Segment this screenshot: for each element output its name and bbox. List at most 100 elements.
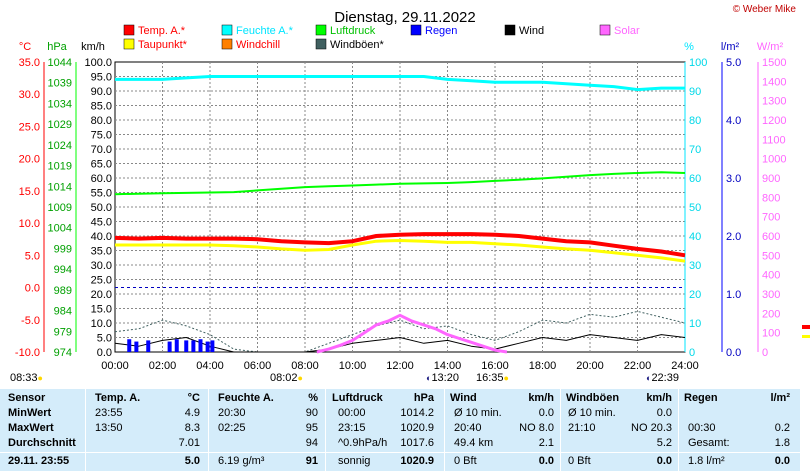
x-tick-label: 22:00	[624, 360, 652, 372]
chart-legend: Temp. A.* Feuchte A.* Luftdruck Regen Wind So…	[123, 24, 810, 338]
legend-label: Regen	[425, 25, 457, 37]
legend-label: Solar	[614, 25, 640, 37]
table-header: l/m²	[770, 392, 790, 404]
table-cell: 0.2	[774, 422, 790, 434]
legend-swatch	[315, 38, 327, 50]
pressure-tick-label: 1034	[48, 98, 72, 110]
x-tick-label: 08:00	[291, 360, 319, 372]
series-line-wind	[114, 334, 686, 353]
moonset-icon: ◐22:39	[646, 372, 679, 384]
marker-label: 08:02	[270, 372, 298, 384]
solar-tick-label: 1500	[762, 57, 786, 69]
wind-tick-label: 65.0	[91, 159, 112, 171]
chart-grid	[114, 61, 686, 353]
wind-tick-label: 90.0	[91, 86, 112, 98]
wind-tick-label: 60.0	[91, 173, 112, 185]
axis-unit-label: °C	[19, 41, 31, 53]
solar-tick-label: 1200	[762, 115, 786, 127]
wind-tick-label: 95.0	[91, 72, 112, 84]
table-cell: 02:25	[218, 422, 246, 434]
table-row-label: 29.11. 23:55	[8, 455, 70, 467]
temp-tick-label: 25.0	[19, 121, 40, 133]
legend-label: Temp. A.*	[138, 25, 186, 37]
rain-bar	[191, 340, 196, 352]
table-cell: 8.3	[184, 422, 200, 434]
series-line-tempa	[114, 232, 686, 258]
rain-bar	[127, 339, 132, 352]
pressure-tick-label: 984	[54, 306, 72, 318]
table-cell: 1.8	[774, 437, 790, 449]
table-cell: 23:15	[338, 422, 366, 434]
chart-axes: 00:00 02:00 04:00 06:00 08:00 10:00 12:00 14:00…	[15, 41, 787, 372]
table-cell: sonnig	[338, 455, 371, 467]
table-cell: 00:30	[688, 422, 716, 434]
solar-tick-label: 100	[762, 328, 780, 340]
axis-unit-label: km/h	[81, 41, 105, 53]
table-header: Luftdruck	[332, 392, 383, 404]
solar-tick-label: 1400	[762, 76, 786, 88]
table-cell: 6.19 g/m³	[218, 455, 265, 467]
table-cell: 49.4 km	[454, 437, 494, 449]
solar-tick-label: 1300	[762, 96, 786, 108]
table-cell: Gesamt:	[688, 437, 730, 449]
table-cell: 1017.6	[400, 437, 434, 449]
table-header: Feuchte A.	[218, 392, 274, 404]
table-divider	[560, 389, 561, 471]
series-line-feuchtea	[115, 75, 685, 92]
table-header: Wind	[450, 392, 477, 404]
temp-tick-label: 30.0	[19, 89, 40, 101]
table-cell: 1020.9	[400, 422, 434, 434]
table-cell: NO 8.0	[519, 422, 554, 434]
sunset-icon: 16:35●	[476, 372, 509, 384]
series-line-taupunkt	[115, 239, 686, 263]
solar-tick-label: 0	[762, 347, 768, 359]
table-cell: 0.0	[774, 455, 790, 467]
humidity-tick-label: 60	[689, 173, 701, 185]
humidity-tick-label: 20	[689, 289, 701, 301]
table-cell: 00:00	[338, 407, 366, 419]
humidity-tick-label: 50	[689, 202, 701, 214]
wind-tick-label: 80.0	[91, 115, 112, 127]
chart-title: Dienstag, 29.11.2022	[334, 9, 476, 26]
table-row-label: MinWert	[8, 407, 52, 419]
pressure-tick-label: 979	[54, 326, 72, 338]
solar-tick-label: 900	[762, 173, 780, 185]
axis-unit-label: l/m²	[721, 41, 740, 53]
x-tick-label: 04:00	[196, 360, 224, 372]
marker-label: 16:35	[476, 372, 504, 384]
table-header: Windböen	[566, 392, 620, 404]
pressure-tick-label: 989	[54, 285, 72, 297]
axis-unit-label: W/m²	[757, 41, 784, 53]
wind-tick-label: 75.0	[91, 130, 112, 142]
table-divider	[678, 389, 679, 471]
table-cell: 1.8 l/m²	[688, 455, 725, 467]
pressure-tick-label: 1014	[48, 181, 72, 193]
current-dewpoint-marker	[802, 335, 810, 338]
temp-tick-label: 15.0	[19, 186, 40, 198]
rain-bar	[184, 340, 189, 352]
table-cell: 2.1	[538, 437, 554, 449]
series-line-solar	[316, 313, 508, 354]
pressure-tick-label: 1004	[48, 223, 72, 235]
legend-swatch	[221, 38, 233, 50]
table-cell: Ø 10 min.	[568, 407, 616, 419]
table-cell: 1014.2	[400, 407, 434, 419]
marker-label: 08:33	[10, 372, 38, 384]
humidity-tick-label: 40	[689, 231, 701, 243]
humidity-tick-label: 90	[689, 86, 701, 98]
x-tick-label: 12:00	[386, 360, 414, 372]
series-line-luftdruck	[114, 171, 686, 196]
table-cell: 0.0	[538, 455, 554, 467]
table-header: Regen	[684, 392, 718, 404]
legend-label: Luftdruck	[330, 25, 376, 37]
table-cell: 7.01	[178, 437, 200, 449]
solar-tick-label: 300	[762, 289, 780, 301]
legend-swatch	[123, 38, 135, 50]
table-cell: 94	[305, 437, 318, 449]
axis-unit-label: hPa	[47, 41, 67, 53]
pressure-tick-label: 1019	[48, 161, 72, 173]
x-tick-label: 00:00	[101, 360, 129, 372]
legend-label: Taupunkt*	[138, 39, 188, 51]
rain-tick-label: 4.0	[726, 115, 741, 127]
weather-chart: 00:00 02:00 04:00 06:00 08:00 10:00 12:00 14:00…	[15, 9, 810, 372]
